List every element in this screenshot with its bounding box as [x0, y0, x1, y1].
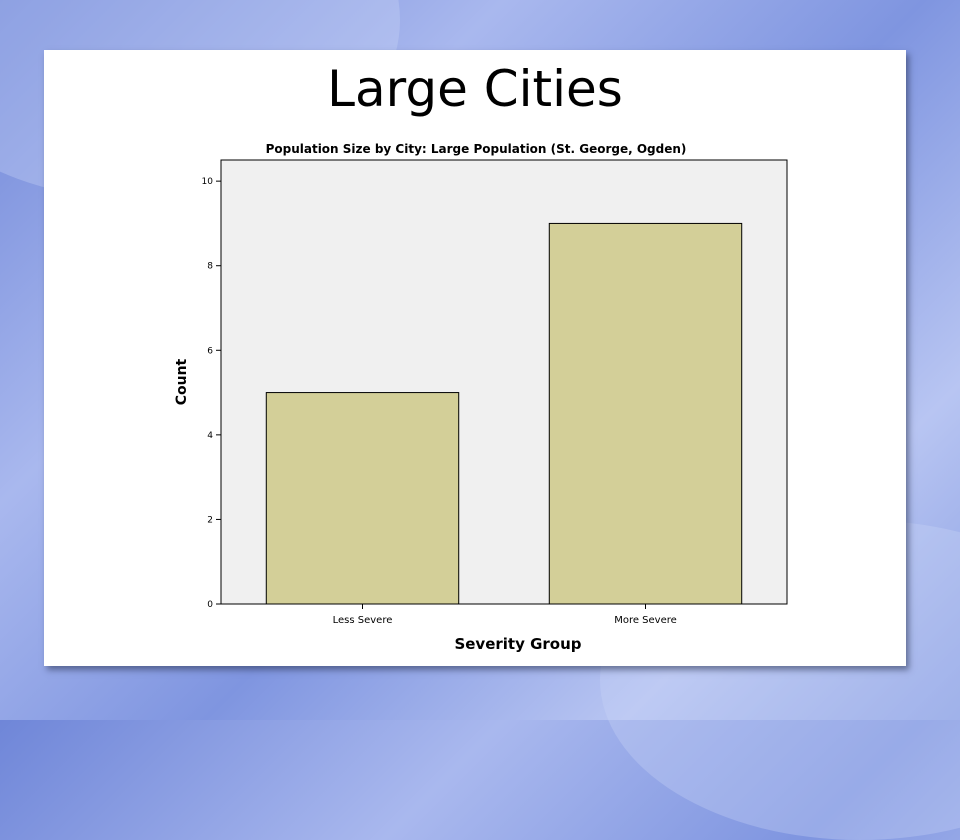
- x-axis: Less Severe More Severe: [333, 604, 677, 626]
- slide-title: Large Cities: [327, 60, 623, 118]
- bar-less-severe: [265, 392, 460, 605]
- y-tick-label: 2: [207, 515, 213, 525]
- x-axis-label: Severity Group: [454, 635, 581, 653]
- x-tick-label: Less Severe: [333, 615, 393, 626]
- x-tick-label: More Severe: [614, 615, 677, 626]
- y-tick-label: 10: [202, 177, 214, 187]
- y-tick-label: 4: [207, 431, 213, 441]
- bars-group: [265, 222, 743, 605]
- slide-panel: Large Cities Population Size by City: La…: [44, 50, 906, 666]
- y-tick-label: 6: [207, 346, 213, 356]
- chart-container: Population Size by City: Large Populatio…: [159, 128, 793, 664]
- y-tick-label: 0: [207, 600, 213, 610]
- bar-chart: Population Size by City: Large Populatio…: [174, 142, 788, 653]
- bar-more-severe: [548, 222, 743, 605]
- y-axis: 0 2 4 6 8 10: [202, 177, 221, 610]
- chart-title: Population Size by City: Large Populatio…: [266, 142, 687, 156]
- y-axis-label: Count: [174, 358, 190, 405]
- y-tick-label: 8: [207, 262, 213, 272]
